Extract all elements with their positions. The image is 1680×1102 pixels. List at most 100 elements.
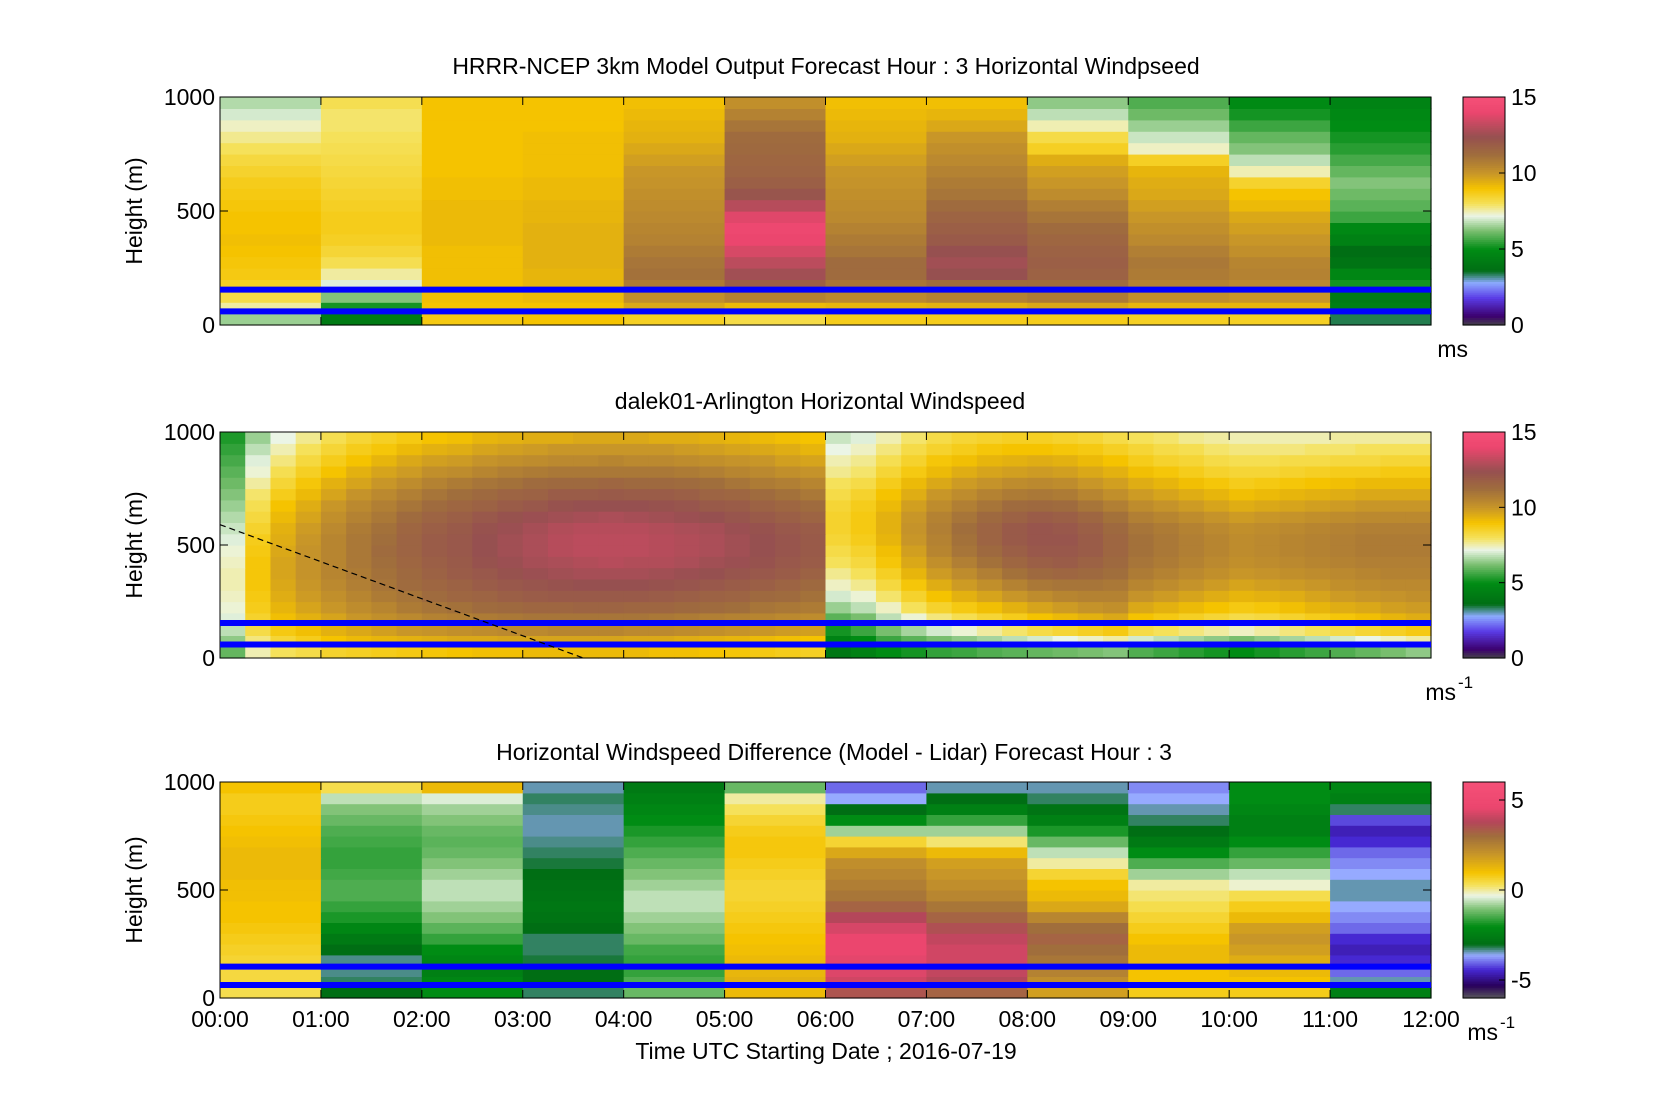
heatmap-cell [749,590,776,603]
heatmap-cell [522,590,549,603]
colorbar-segment [1463,904,1505,907]
heatmap-cell [623,119,726,132]
heatmap-cell [421,245,524,258]
heatmap-cell [598,612,625,625]
heatmap-cell [1229,268,1331,280]
heatmap-cell [497,477,524,490]
heatmap-cell [623,954,726,967]
heatmap-cell [875,635,902,648]
heatmap-cell [1178,499,1205,512]
heatmap-cell [497,635,524,648]
heatmap-cell [245,612,272,625]
heatmap-cell [1128,176,1230,189]
colorbar-segment [1463,861,1505,864]
colorbar-segment [1463,577,1505,580]
heatmap-cell [1380,556,1407,569]
heatmap-cell [1229,965,1331,977]
heatmap-cell [220,245,322,258]
colorbar-segment [1463,846,1505,850]
x-tick-label: 02:00 [393,1006,451,1032]
heatmap-cell [295,590,322,603]
heatmap-cell [623,987,726,999]
panel-lidar: dalek01-Arlington Horizontal Windspeed 0… [121,388,1537,705]
heatmap-cell [1380,624,1407,636]
heatmap-cell [522,443,549,456]
heatmap-cell [371,635,398,648]
heatmap-cell [825,933,928,945]
heatmap-cell [1330,131,1432,144]
heatmap-cell [1229,211,1331,223]
heatmap-cell [1178,488,1205,501]
heatmap-cell [472,465,499,478]
heatmap-cell [1405,601,1432,614]
heatmap-cell [522,432,549,444]
colorbar-segment [1463,783,1505,787]
heatmap-cell [1229,857,1331,869]
heatmap-cell [421,211,524,223]
colorbar-segment [1463,452,1505,456]
heatmap-cell [320,911,423,923]
heatmap-cell [1128,188,1230,201]
colorbar-segment [1463,578,1505,582]
heatmap-cell [800,511,827,523]
heatmap-cell [346,624,372,636]
heatmap-cell [825,900,928,913]
heatmap-cell [320,900,423,913]
colorbar-segment [1463,214,1505,218]
heatmap-cell [976,578,1003,591]
heatmap-cell [573,477,600,490]
heatmap-cell [724,782,827,794]
heatmap-cell [497,578,524,591]
heatmap-cell [926,142,1028,155]
heatmap-cell [775,635,801,648]
colorbar-segment [1463,319,1505,322]
heatmap-cell [270,612,297,625]
panel-difference-colorbar-unit-exponent: -1 [1500,1013,1515,1032]
heatmap-cell [1355,465,1382,478]
heatmap-cell [1153,624,1180,636]
heatmap-cell [396,556,423,569]
heatmap-cell [749,601,776,614]
heatmap-cell [825,443,852,456]
heatmap-cell [320,857,423,869]
heatmap-cell [371,477,398,490]
heatmap-cell [1405,556,1432,569]
heatmap-cell [472,635,499,648]
heatmap-cell [724,857,827,869]
heatmap-cell [724,97,827,109]
colorbar-segment [1463,157,1505,161]
heatmap-cell [447,511,473,523]
heatmap-cell [371,454,398,467]
heatmap-cell [1405,612,1432,625]
heatmap-cell [1330,432,1356,444]
heatmap-cell [724,911,827,923]
heatmap-cell [522,511,549,523]
heatmap-cell [522,290,625,303]
heatmap-cell [1002,646,1028,659]
heatmap-cell [396,511,423,523]
heatmap-cell [648,590,675,603]
colorbar-segment [1463,464,1505,467]
heatmap-cell [1330,578,1356,591]
heatmap-cell [951,533,978,546]
heatmap-cell [295,533,322,546]
heatmap-cell [1380,612,1407,625]
heatmap-cell [1330,879,1432,891]
heatmap-cell [623,477,650,490]
colorbar-segment [1463,607,1505,610]
colorbar-segment [1463,969,1505,972]
heatmap-cell [1103,545,1129,557]
panel-lidar-colorbar-unit: ms [1425,679,1456,705]
heatmap-cell [623,154,726,166]
heatmap-cell [522,165,625,178]
heatmap-cell [1229,911,1331,923]
heatmap-cell [497,443,524,456]
heatmap-cell [623,803,726,815]
heatmap-cell [547,624,574,636]
heatmap-cell [1153,646,1180,659]
heatmap-cell [421,803,524,815]
colorbar-segment [1463,117,1505,121]
heatmap-cell [623,944,726,956]
colorbar-segment [1463,872,1505,875]
heatmap-cell [421,601,448,614]
